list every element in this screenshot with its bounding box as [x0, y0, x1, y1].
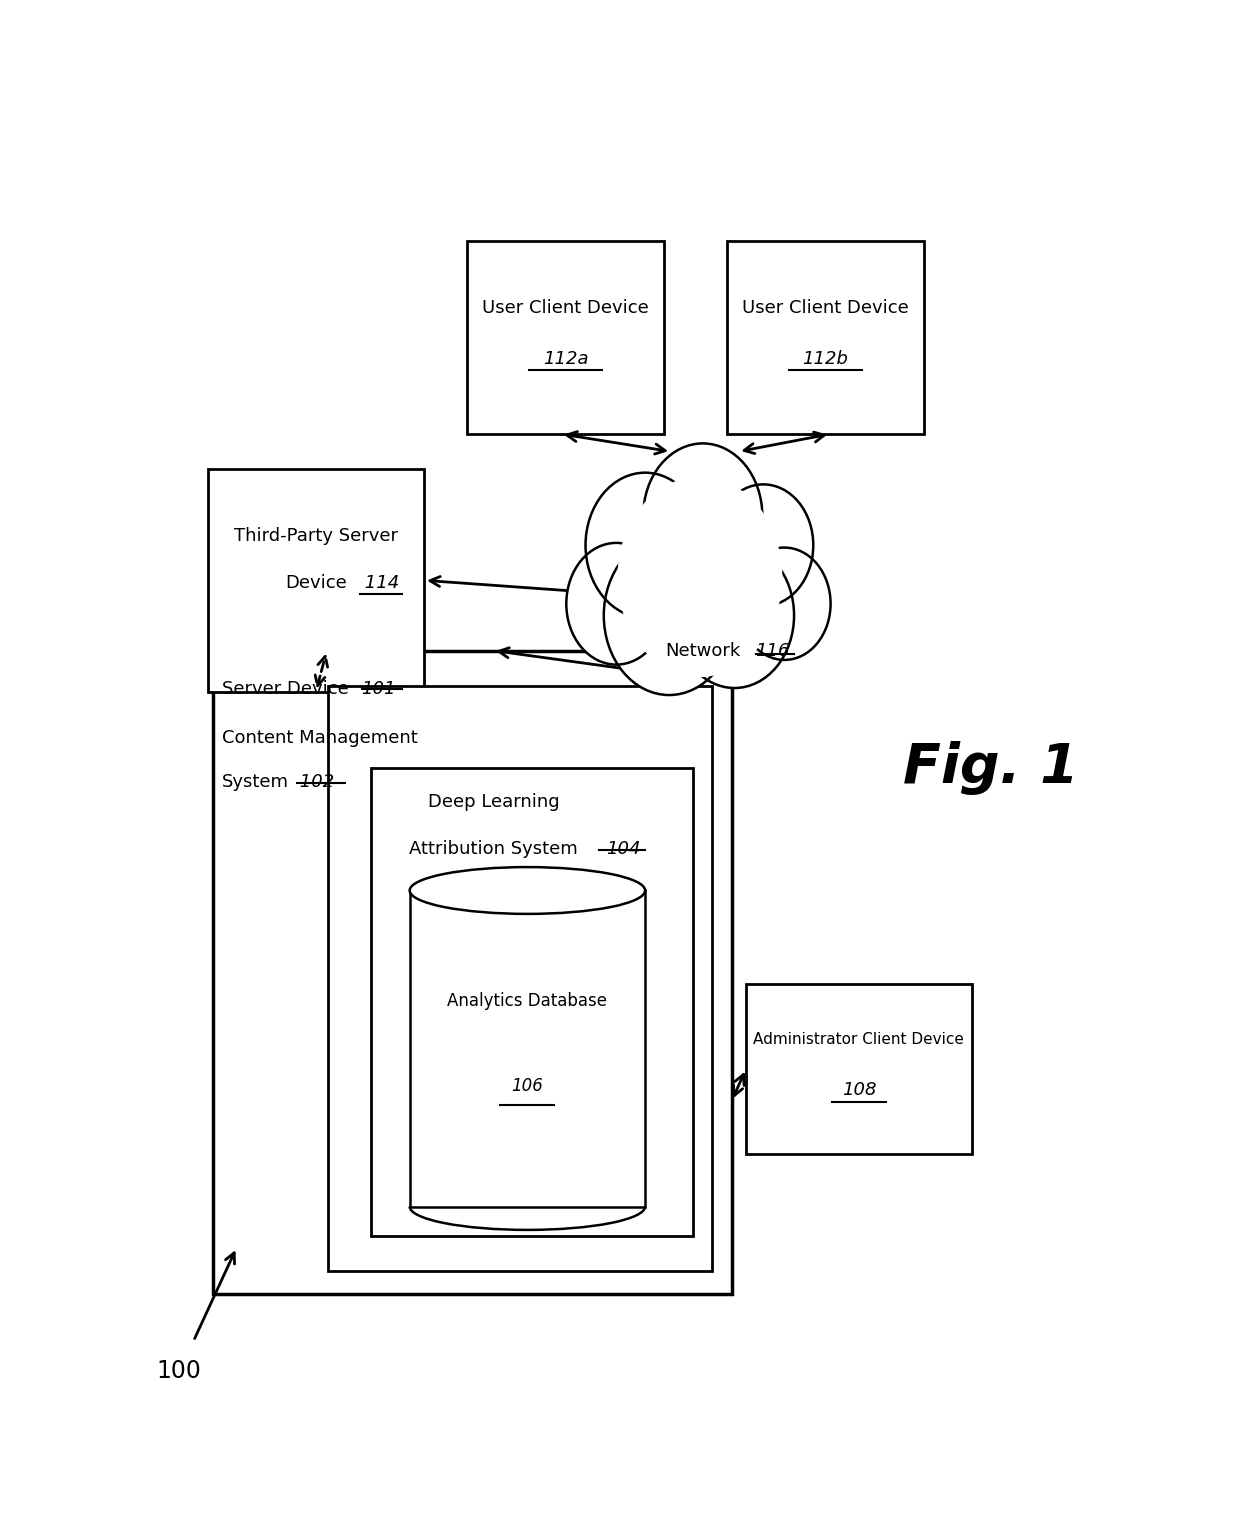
Bar [213, 651, 732, 1295]
Text: Fig. 1: Fig. 1 [903, 740, 1079, 795]
Text: Deep Learning: Deep Learning [428, 793, 559, 812]
Bar [409, 891, 645, 1207]
Bar [371, 768, 693, 1236]
Text: Device: Device [285, 573, 347, 591]
Circle shape [713, 485, 813, 606]
Circle shape [738, 547, 831, 660]
Bar [727, 242, 924, 435]
Text: 114: 114 [360, 573, 399, 591]
Text: 104: 104 [606, 841, 641, 859]
Text: 116: 116 [755, 643, 790, 660]
Text: User Client Device: User Client Device [482, 299, 650, 318]
Text: System: System [222, 774, 289, 792]
Circle shape [619, 477, 781, 676]
Text: Third-Party Server: Third-Party Server [234, 527, 398, 544]
Text: Attribution System: Attribution System [409, 841, 578, 859]
Text: Network: Network [665, 643, 740, 660]
Circle shape [604, 537, 734, 695]
Bar [327, 686, 713, 1271]
Text: 106: 106 [511, 1078, 543, 1096]
Text: Content Management: Content Management [222, 730, 418, 746]
Circle shape [675, 543, 794, 689]
Circle shape [644, 444, 763, 588]
Circle shape [585, 473, 704, 617]
Bar [467, 242, 665, 435]
Text: Server Device: Server Device [222, 679, 348, 698]
Text: 102: 102 [294, 774, 335, 792]
Text: 101: 101 [362, 679, 396, 698]
Text: User Client Device: User Client Device [742, 299, 909, 318]
Text: 108: 108 [842, 1081, 877, 1099]
Bar [746, 983, 972, 1154]
Text: 112b: 112b [802, 350, 848, 368]
Text: 100: 100 [156, 1359, 201, 1383]
Ellipse shape [409, 866, 645, 914]
Text: 112a: 112a [543, 350, 589, 368]
Circle shape [567, 543, 666, 664]
Text: Administrator Client Device: Administrator Client Device [754, 1032, 965, 1047]
Text: Analytics Database: Analytics Database [448, 993, 608, 1011]
Bar [208, 470, 424, 692]
